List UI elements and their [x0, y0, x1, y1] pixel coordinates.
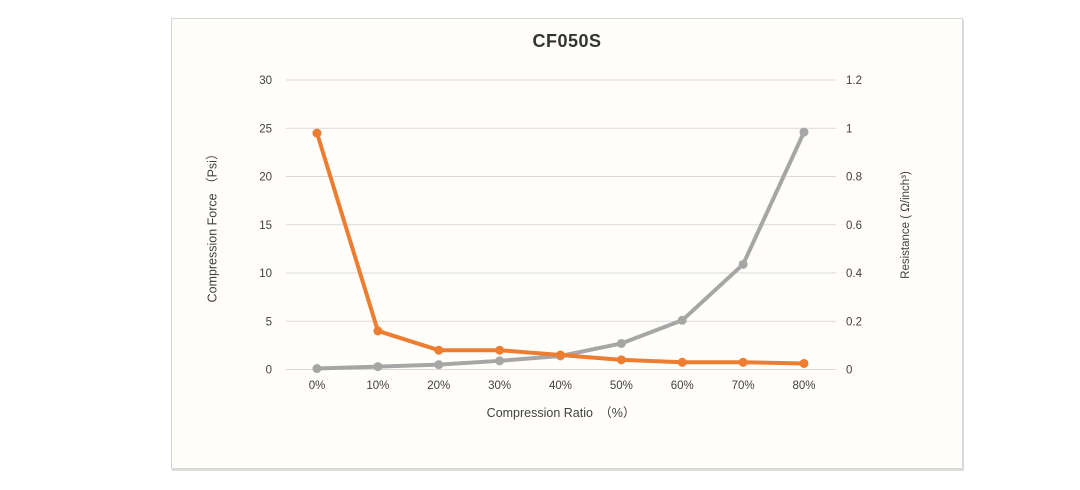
x-axis-tick-label: 70%	[732, 380, 755, 392]
compression-force-data-point-marker	[495, 356, 505, 366]
left-axis-tick-label: 10	[259, 268, 272, 280]
right-axis-tick-label: 1	[846, 123, 852, 135]
compression-force-data-point-marker	[738, 259, 748, 269]
x-axis-tick-label: 60%	[671, 380, 694, 392]
right-axis-tick-label: 0	[846, 365, 852, 377]
right-axis-tick-label: 1.2	[846, 75, 862, 87]
compression-force-data-point-marker	[677, 315, 687, 325]
line-chart: 0 0 5 0.2 10 0.4 15 0.6 20 0.8 25 1 30 1.2 0% 10% 20% 30%…	[259, 75, 863, 392]
x-axis-tick-label: 0%	[309, 380, 326, 392]
resistance-data-point-marker	[799, 358, 809, 368]
compression-force-data-point-marker	[434, 360, 444, 370]
resistance-data-point-marker	[556, 350, 565, 360]
resistance-data-point-marker	[616, 355, 626, 365]
x-axis-title: Compression Ratio （%）	[486, 406, 636, 420]
right-axis-tick-label: 0.2	[846, 316, 862, 328]
right-axis-tick-label: 0.6	[846, 220, 862, 232]
left-axis-tick-label: 20	[259, 172, 272, 184]
left-axis-tick-label: 25	[259, 123, 272, 135]
left-axis-tick-label: 15	[259, 220, 272, 232]
compression-force-data-point-marker	[312, 364, 322, 374]
x-axis-tick-label: 80%	[792, 380, 815, 392]
compression-force-data-point-marker	[373, 362, 383, 372]
x-axis-tick-label: 40%	[549, 380, 572, 392]
right-axis-tick-label: 0.8	[846, 172, 862, 184]
left-axis-tick-label: 5	[266, 316, 272, 328]
chart-container: CF050S Compression Force （Psi） Resistanc…	[171, 18, 963, 469]
right-axis-tick-label: 0.4	[846, 268, 863, 280]
chart-title: CF050S	[532, 31, 602, 51]
resistance-data-point-marker	[373, 326, 383, 336]
resistance-data-point-marker	[677, 357, 687, 367]
compression-force-data-point-marker	[799, 127, 809, 137]
x-axis-tick-label: 50%	[610, 380, 633, 392]
compression-force-data-point-marker	[616, 338, 626, 348]
x-axis-tick-label: 30%	[488, 380, 511, 392]
x-axis-tick-label: 10%	[366, 380, 389, 392]
left-axis-tick-label: 0	[266, 365, 272, 377]
resistance-data-point-marker	[738, 357, 748, 367]
resistance-data-point-marker	[495, 345, 505, 355]
resistance-data-point-marker	[312, 128, 322, 138]
x-axis-tick-label: 20%	[427, 380, 450, 392]
left-axis-tick-label: 30	[259, 75, 272, 87]
resistance-line	[315, 131, 806, 366]
resistance-data-point-marker	[434, 345, 444, 355]
